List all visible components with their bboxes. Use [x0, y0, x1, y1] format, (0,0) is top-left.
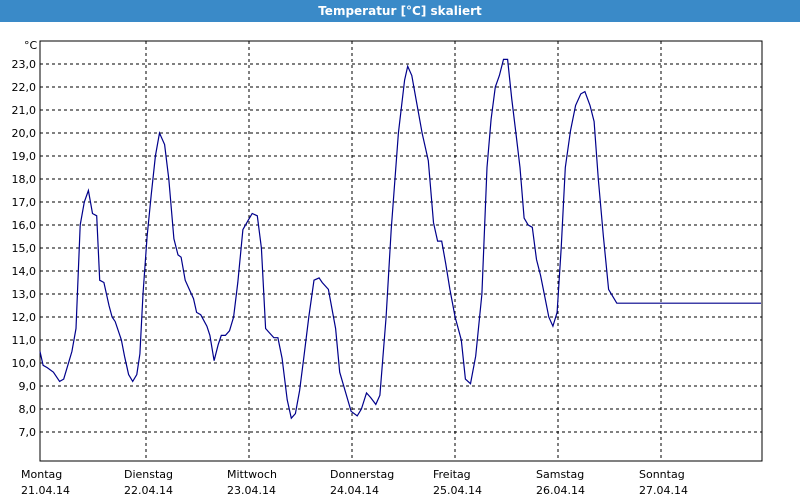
- x-tick-day-label: Donnerstag: [330, 468, 394, 481]
- x-tick-date-label: 27.04.14: [639, 484, 688, 497]
- y-tick-label: 9,0: [19, 380, 37, 393]
- x-tick-date-label: 23.04.14: [227, 484, 276, 497]
- y-tick-label: 14,0: [12, 265, 37, 278]
- y-axis-unit-label: °C: [24, 39, 38, 52]
- y-tick-label: 10,0: [12, 357, 37, 370]
- y-tick-label: 18,0: [12, 173, 37, 186]
- grid-lines: [40, 41, 762, 461]
- y-tick-label: 13,0: [12, 288, 37, 301]
- plot-area-frame: [39, 40, 763, 462]
- y-tick-label: 8,0: [19, 403, 37, 416]
- y-tick-label: 7,0: [19, 426, 37, 439]
- y-axis-ticks: 7,0 8,0 9,0 10,0 11,0 12,0 13,0 14,0 15,0 16,0 17,…: [12, 58, 37, 439]
- y-tick-label: 22,0: [12, 81, 37, 94]
- y-tick-label: 16,0: [12, 219, 37, 232]
- temperature-series-line: [39, 58, 761, 420]
- y-tick-label: 12,0: [12, 311, 37, 324]
- x-tick-date-label: 26.04.14: [536, 484, 585, 497]
- y-tick-label: 21,0: [12, 104, 37, 117]
- y-tick-label: 11,0: [12, 334, 37, 347]
- x-tick-date-label: 22.04.14: [124, 484, 173, 497]
- y-tick-label: 17,0: [12, 196, 37, 209]
- window-title: Temperatur [°C] skaliert: [0, 0, 800, 22]
- y-tick-label: 23,0: [12, 58, 37, 71]
- series-layer: [39, 58, 761, 420]
- x-tick-day-label: Dienstag: [124, 468, 173, 481]
- x-tick-day-label: Mittwoch: [227, 468, 277, 481]
- x-tick-date-label: 24.04.14: [330, 484, 379, 497]
- x-tick-day-label: Sonntag: [639, 468, 685, 481]
- y-tick-label: 15,0: [12, 242, 37, 255]
- x-tick-day-label: Montag: [21, 468, 62, 481]
- x-tick-date-label: 25.04.14: [433, 484, 482, 497]
- temperature-chart: °C 7,0 8,0 9,0 10,0 11,0 12,0 13,0 14,0 15,0 16,0…: [12, 39, 763, 497]
- y-tick-label: 20,0: [12, 127, 37, 140]
- x-tick-day-label: Freitag: [433, 468, 471, 481]
- x-tick-date-label: 21.04.14: [21, 484, 70, 497]
- y-tick-label: 19,0: [12, 150, 37, 163]
- x-axis-ticks: Montag 21.04.14 Dienstag 22.04.14 Mittwoch 23…: [21, 468, 688, 497]
- x-tick-day-label: Samstag: [536, 468, 584, 481]
